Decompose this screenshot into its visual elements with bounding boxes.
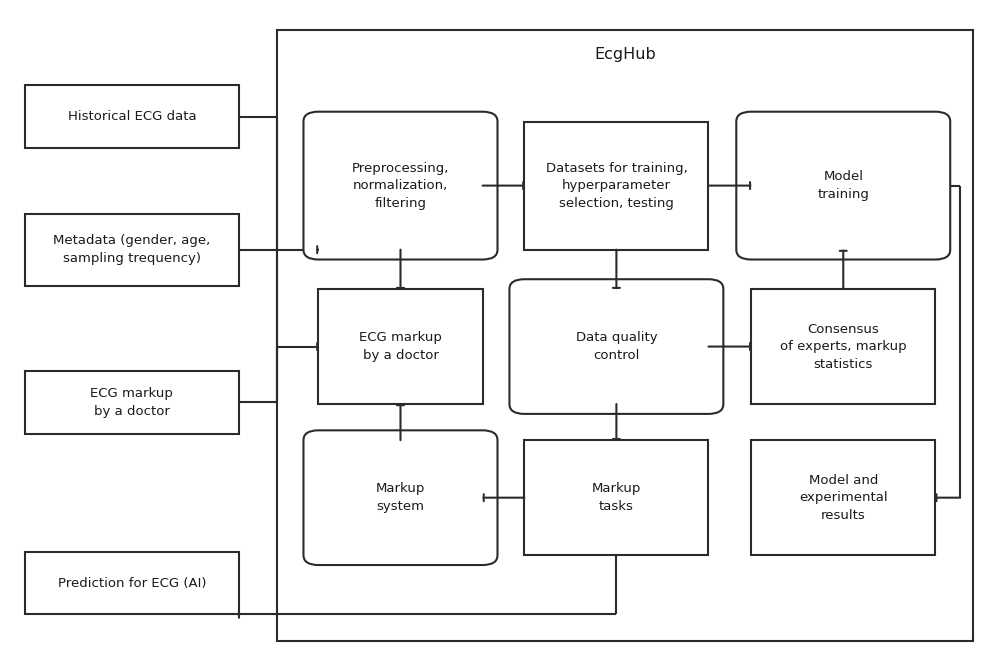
FancyBboxPatch shape [25, 85, 239, 148]
Text: Datasets for training,
hyperparameter
selection, testing: Datasets for training, hyperparameter se… [545, 162, 687, 210]
FancyBboxPatch shape [736, 112, 949, 260]
Text: Model
training: Model training [816, 170, 869, 201]
Text: Preprocessing,
normalization,
filtering: Preprocessing, normalization, filtering [352, 162, 448, 210]
Text: Markup
system: Markup system [376, 482, 424, 513]
Text: Data quality
control: Data quality control [575, 331, 657, 362]
FancyBboxPatch shape [750, 289, 934, 404]
Text: ECG markup
by a doctor: ECG markup by a doctor [359, 331, 441, 362]
Text: Consensus
of experts, markup
statistics: Consensus of experts, markup statistics [779, 323, 906, 371]
Text: Metadata (gender, age,
sampling trequency): Metadata (gender, age, sampling trequenc… [53, 235, 211, 265]
FancyBboxPatch shape [524, 122, 708, 250]
Text: Markup
tasks: Markup tasks [591, 482, 640, 513]
FancyBboxPatch shape [25, 371, 239, 434]
Text: EcgHub: EcgHub [593, 47, 655, 62]
FancyBboxPatch shape [25, 552, 239, 614]
FancyBboxPatch shape [276, 30, 972, 641]
FancyBboxPatch shape [303, 112, 497, 260]
FancyBboxPatch shape [25, 214, 239, 286]
FancyBboxPatch shape [524, 440, 708, 555]
FancyBboxPatch shape [318, 289, 482, 404]
Text: ECG markup
by a doctor: ECG markup by a doctor [90, 387, 173, 418]
Text: Model and
experimental
results: Model and experimental results [798, 474, 887, 522]
FancyBboxPatch shape [750, 440, 934, 555]
FancyBboxPatch shape [509, 279, 723, 414]
Text: Prediction for ECG (AI): Prediction for ECG (AI) [58, 577, 206, 589]
FancyBboxPatch shape [303, 430, 497, 565]
Text: Historical ECG data: Historical ECG data [68, 110, 196, 123]
